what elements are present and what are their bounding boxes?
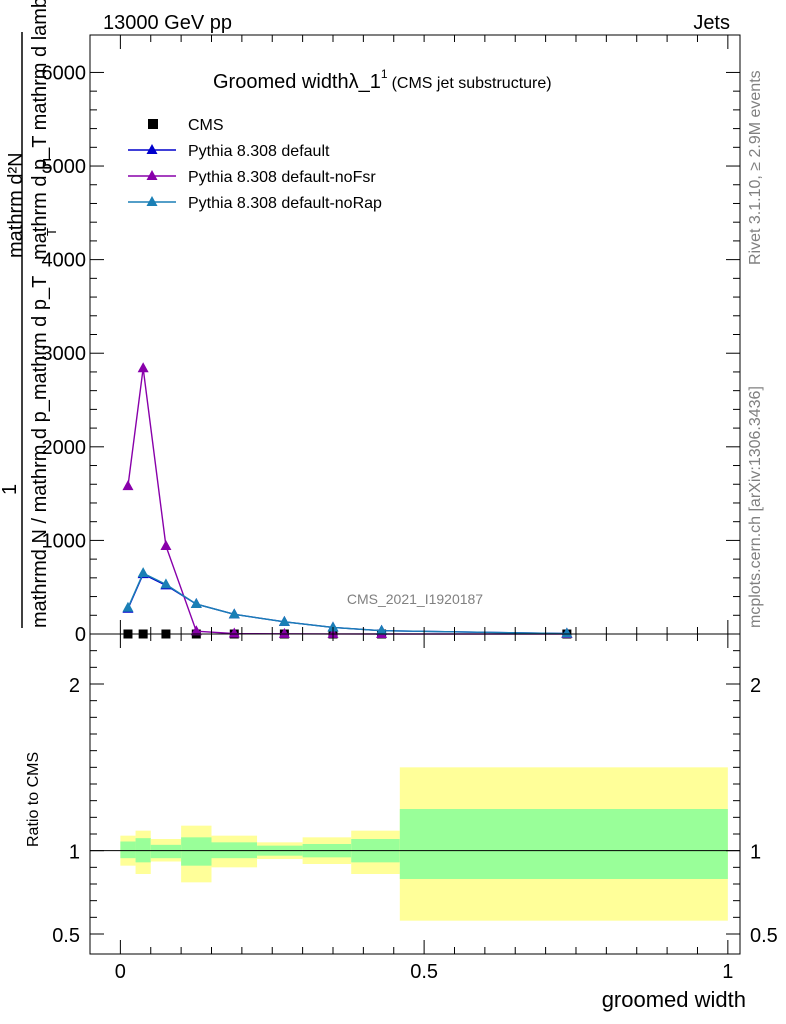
series-2-point	[137, 362, 149, 373]
main-ytick-label: 0	[75, 624, 86, 646]
legend-marker	[148, 119, 158, 129]
ratio-ylabel: Ratio to CMS	[25, 752, 42, 847]
plot-title-sup: 1	[381, 67, 388, 81]
main-ytick-label: 5000	[42, 156, 87, 178]
main-ytick-label: 6000	[42, 62, 87, 84]
main-ytick-label: 1000	[42, 530, 87, 552]
legend-marker	[146, 196, 158, 206]
plot-title-sub: (CMS jet substructure)	[392, 75, 552, 92]
header-right: Jets	[693, 12, 730, 34]
ylabel-line3: 1	[0, 484, 21, 495]
series-3-point	[327, 621, 339, 632]
legend-marker	[146, 144, 158, 154]
legend-label: Pythia 8.308 default	[188, 143, 330, 160]
ratio-ytick-label-right: 1	[750, 842, 761, 864]
ratio-frame	[89, 633, 741, 955]
ratio-ytick-label-right: 0.5	[750, 925, 778, 947]
series-3-point	[190, 598, 202, 609]
ratio-stat-band	[181, 837, 212, 866]
series-3-point	[122, 601, 134, 612]
ratio-stat-band	[150, 844, 182, 859]
analysis-watermark: CMS_2021_I1920187	[347, 591, 483, 607]
ratio-plot: 0.5 0.5 1 1 2 2 0 0.5 1 Ratio to CMS groomed wid…	[25, 633, 778, 1012]
ylabel-line2: mathrm d p_T mathrm d lambda	[29, 0, 51, 260]
main-ytick-label: 2000	[42, 437, 87, 459]
ylabel-line4: mathrmd N / mathrm d p_mathrm d p_T	[29, 276, 51, 628]
legend-label: CMS	[188, 117, 224, 134]
series-2-point	[190, 625, 202, 636]
ylabel-line1: mathrm d²N	[5, 152, 27, 258]
ratio-ytick-label-right: 2	[750, 675, 761, 697]
x-tick-label: 0.5	[410, 961, 438, 983]
series-2-point	[228, 627, 240, 638]
plot-title-main: Groomed widthλ_1	[213, 71, 381, 93]
x-tick-label: 0	[115, 961, 126, 983]
series-3-point	[160, 578, 172, 589]
main-ylabel: mathrm d²N mathrm d p_T mathrm d lambda …	[0, 0, 59, 628]
header-left: 13000 GeV pp	[103, 12, 232, 34]
legend-label: Pythia 8.308 default-noRap	[188, 195, 382, 212]
mcplots-label: mcplots.cern.ch [arXiv:1306.3436]	[747, 386, 764, 628]
ratio-stat-band	[399, 809, 728, 879]
ylabel-sub: T	[44, 228, 59, 236]
series-2-point	[160, 540, 172, 551]
series-2-point	[122, 480, 134, 491]
x-tick-label: 1	[722, 961, 733, 983]
ratio-ytick-label: 0.5	[52, 925, 80, 947]
legend-label: Pythia 8.308 default-noFsr	[188, 169, 376, 186]
rivet-label: Rivet 3.1.10, ≥ 2.9M events	[747, 70, 764, 265]
series-3-point	[376, 624, 388, 635]
ratio-ytick-label: 1	[69, 842, 80, 864]
main-ytick-label: 4000	[42, 250, 87, 272]
ratio-stat-band	[120, 841, 136, 859]
legend-marker	[146, 170, 158, 180]
ratio-ytick-label: 2	[69, 675, 80, 697]
plot-title: Groomed widthλ_11 (CMS jet substructure)	[213, 67, 552, 93]
series-3-point	[228, 608, 240, 619]
x-axis-label: groomed width	[602, 987, 746, 1012]
legend: CMS Pythia 8.308 default Pythia 8.308 defa…	[128, 117, 382, 212]
series-3-point	[137, 567, 149, 578]
series-2-point	[278, 627, 290, 638]
main-ytick-label: 3000	[42, 343, 87, 365]
main-plot: 0 1000 2000 3000 4000 5000 6000 CMS_2021_I1920…	[0, 0, 741, 646]
series-3-point	[278, 615, 290, 626]
series-3-point	[561, 627, 573, 638]
